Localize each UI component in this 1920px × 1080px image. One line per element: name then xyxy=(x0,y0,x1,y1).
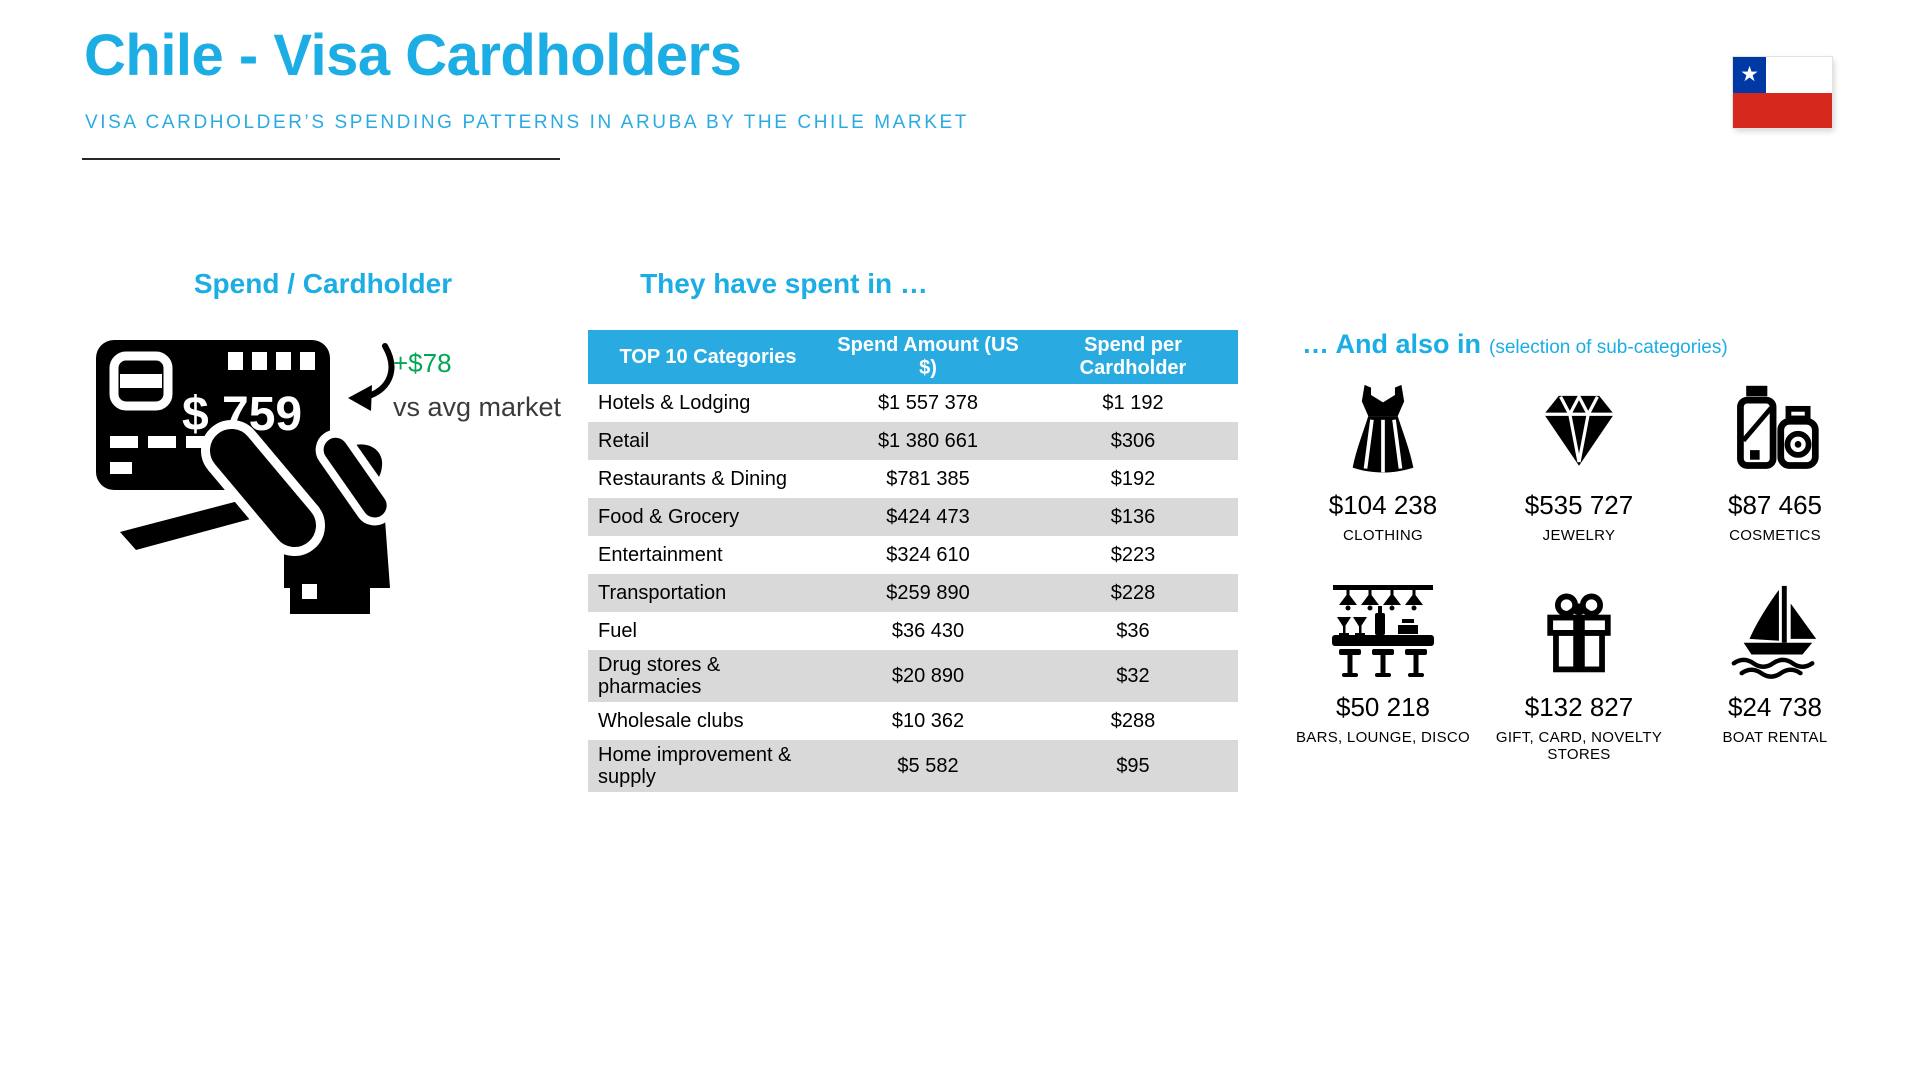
table-row: Fuel $36 430 $36 xyxy=(588,612,1238,650)
cell-category: Food & Grocery xyxy=(598,506,740,528)
subcategory-value: $50 218 xyxy=(1336,692,1430,722)
cell-per-cardholder: $32 xyxy=(1116,665,1150,687)
spend-table: TOP 10 Categories Spend Amount (US $) Sp… xyxy=(588,330,1238,792)
flag-star-icon: ★ xyxy=(1740,63,1759,87)
subcategory-value: $24 738 xyxy=(1728,692,1822,722)
cell-per-cardholder: $1 192 xyxy=(1102,392,1164,414)
cell-per-cardholder: $306 xyxy=(1110,430,1156,452)
subcategories-heading-main: … And also in xyxy=(1302,329,1482,359)
subcategory-label: COSMETICS xyxy=(1729,527,1821,544)
subcategory-clothing: $104 238 CLOTHING xyxy=(1285,376,1481,544)
cell-amount: $324 610 xyxy=(886,544,970,566)
cell-per-cardholder: $95 xyxy=(1116,755,1150,777)
cell-category: Wholesale clubs xyxy=(598,710,744,732)
table-row: Entertainment $324 610 $223 xyxy=(588,536,1238,574)
cell-amount: $424 473 xyxy=(886,506,970,528)
cell-per-cardholder: $192 xyxy=(1110,468,1156,490)
gift-icon xyxy=(1531,578,1627,684)
cell-per-cardholder: $228 xyxy=(1110,582,1156,604)
cell-per-cardholder: $36 xyxy=(1116,620,1150,642)
subcategory-label: JEWELRY xyxy=(1542,527,1616,544)
subcategory-jewelry: $535 727 JEWELRY xyxy=(1481,376,1677,544)
subcategories-heading-note: (selection of sub-categories) xyxy=(1489,337,1728,358)
cell-amount: $5 582 xyxy=(897,755,959,777)
subcategory-label: BOAT RENTAL xyxy=(1722,729,1828,746)
subcategory-bars: $50 218 BARS, LOUNGE, DISCO xyxy=(1285,578,1481,763)
flag-white-field xyxy=(1766,57,1832,93)
table-row: Food & Grocery $424 473 $136 xyxy=(588,498,1238,536)
cell-category: Hotels & Lodging xyxy=(598,392,751,414)
table-row: Home improvement & supply $5 582 $95 xyxy=(588,740,1238,792)
col-header-categories: TOP 10 Categories xyxy=(588,330,828,384)
subcategory-boat: $24 738 BOAT RENTAL xyxy=(1677,578,1873,763)
subcategory-label: BARS, LOUNGE, DISCO xyxy=(1295,729,1471,746)
cell-category: Restaurants & Dining xyxy=(598,468,787,490)
credit-card-hand-icon: $ 759 xyxy=(96,340,395,614)
chile-flag-icon: ★ xyxy=(1733,57,1832,128)
subcategories-grid: $104 238 CLOTHING $535 727 JEWELRY xyxy=(1285,376,1873,763)
flag-top-half: ★ xyxy=(1733,57,1832,93)
subcategory-value: $132 827 xyxy=(1524,692,1634,722)
cell-category: Transportation xyxy=(598,582,727,604)
flag-red-band xyxy=(1733,92,1832,128)
cosmetics-icon xyxy=(1727,376,1823,482)
table-row: Transportation $259 890 $228 xyxy=(588,574,1238,612)
cell-amount: $781 385 xyxy=(886,468,970,490)
page-title: Chile - Visa Cardholders xyxy=(84,23,742,88)
cell-per-cardholder: $288 xyxy=(1110,710,1156,732)
delta-note: vs avg market xyxy=(393,392,562,422)
page-subtitle: VISA CARDHOLDER’S SPENDING PATTERNS IN A… xyxy=(85,112,969,133)
spend-per-cardholder-heading: Spend / Cardholder xyxy=(193,268,453,299)
subcategories-heading: … And also in (selection of sub-categorie… xyxy=(1302,329,1728,360)
cell-category: Home improvement & supply xyxy=(598,744,792,788)
flag-blue-canton: ★ xyxy=(1733,57,1766,93)
spend-table-heading: They have spent in … xyxy=(640,268,928,299)
cell-amount: $36 430 xyxy=(891,620,965,642)
delta-vs-market: +$78 xyxy=(393,348,452,378)
cell-amount: $20 890 xyxy=(891,665,965,687)
table-row: Hotels & Lodging $1 557 378 $1 192 xyxy=(588,384,1238,422)
subcategory-value: $87 465 xyxy=(1728,490,1822,520)
table-row: Retail $1 380 661 $306 xyxy=(588,422,1238,460)
table-header-row: TOP 10 Categories Spend Amount (US $) Sp… xyxy=(588,330,1238,384)
cell-category: Retail xyxy=(598,430,650,452)
subcategory-cosmetics: $87 465 COSMETICS xyxy=(1677,376,1873,544)
sailboat-icon xyxy=(1725,578,1825,684)
cell-amount: $259 890 xyxy=(886,582,970,604)
title-underline xyxy=(82,158,560,160)
diamond-icon xyxy=(1531,376,1627,482)
col-header-amount: Spend Amount (US $) xyxy=(828,330,1028,384)
cell-per-cardholder: $223 xyxy=(1110,544,1156,566)
cell-amount: $1 380 661 xyxy=(877,430,979,452)
dress-icon xyxy=(1337,376,1429,482)
cell-category: Entertainment xyxy=(598,544,723,566)
col-header-per-cardholder: Spend per Cardholder xyxy=(1028,330,1238,384)
cell-category: Drug stores & pharmacies xyxy=(598,654,721,698)
table-row: Drug stores & pharmacies $20 890 $32 xyxy=(588,650,1238,702)
bar-icon xyxy=(1327,578,1439,684)
subcategory-value: $535 727 xyxy=(1524,490,1634,520)
subcategory-value: $104 238 xyxy=(1328,490,1438,520)
subcategory-gift: $132 827 GIFT, CARD, NOVELTY STORES xyxy=(1481,578,1677,763)
cell-amount: $1 557 378 xyxy=(877,392,979,414)
table-row: Restaurants & Dining $781 385 $192 xyxy=(588,460,1238,498)
cell-per-cardholder: $136 xyxy=(1110,506,1156,528)
subcategory-label: GIFT, CARD, NOVELTY STORES xyxy=(1495,729,1663,763)
subcategory-label: CLOTHING xyxy=(1343,527,1423,544)
table-row: Wholesale clubs $10 362 $288 xyxy=(588,702,1238,740)
cell-category: Fuel xyxy=(598,620,637,642)
cell-amount: $10 362 xyxy=(891,710,965,732)
